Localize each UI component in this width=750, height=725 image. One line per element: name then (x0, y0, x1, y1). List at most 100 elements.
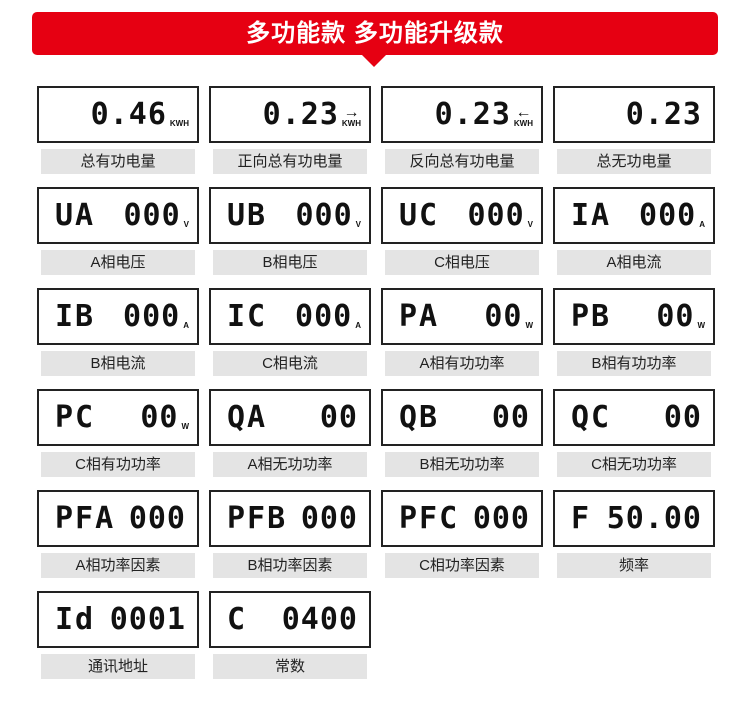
lcd-display: QA 00 (209, 389, 371, 446)
lcd-value: 000 (123, 198, 181, 233)
lcd-value: 0.23 (434, 97, 511, 132)
display-item: 0.23 ← KWH 反向总有功电量 (381, 86, 543, 174)
lcd-code: C (227, 602, 248, 637)
display-label: C相功率因素 (385, 553, 539, 578)
lcd-value: 000 (123, 299, 181, 334)
lcd-unit: V (183, 220, 189, 229)
display-label: B相功率因素 (213, 553, 367, 578)
lcd-code: IC (227, 299, 268, 334)
lcd-code: QA (227, 400, 268, 435)
lcd-code: PFB (227, 501, 288, 536)
display-item: PFB 000 B相功率因素 (209, 490, 371, 578)
lcd-display: F 50.00 (553, 490, 715, 547)
lcd-value: 000 (295, 299, 353, 334)
lcd-value: 000 (300, 501, 358, 536)
display-item: 0.46 KWH 总有功电量 (37, 86, 199, 174)
lcd-code: PFA (55, 501, 116, 536)
lcd-value: 0400 (281, 602, 358, 637)
lcd-code: PA (399, 299, 440, 334)
lcd-display: UC 000 V (381, 187, 543, 244)
lcd-unit: A (183, 321, 189, 330)
lcd-code: UB (227, 198, 268, 233)
display-label: C相电压 (385, 250, 539, 275)
lcd-display: PFB 000 (209, 490, 371, 547)
lcd-display: QC 00 (553, 389, 715, 446)
display-item: PC 00 W C相有功功率 (37, 389, 199, 477)
display-grid: 0.46 KWH 总有功电量 0.23 → KWH 正向总有功电量 0.23 ← K… (37, 86, 715, 679)
lcd-unit: KWH (169, 119, 189, 128)
lcd-value: 00 (491, 400, 530, 435)
lcd-display: UA 000 V (37, 187, 199, 244)
lcd-code: QC (571, 400, 612, 435)
lcd-display: 0.46 KWH (37, 86, 199, 143)
lcd-display: IC 000 A (209, 288, 371, 345)
display-item: IA 000 A A相电流 (553, 187, 715, 275)
display-item: UC 000 V C相电压 (381, 187, 543, 275)
lcd-unit: V (527, 220, 533, 229)
display-label: A相电压 (41, 250, 195, 275)
lcd-value: 00 (484, 299, 523, 334)
lcd-value: 00 (319, 400, 358, 435)
display-label: 总有功电量 (41, 149, 195, 174)
direction-arrow-icon: → (343, 104, 360, 121)
display-label: 常数 (213, 654, 367, 679)
lcd-code: Id (55, 602, 96, 637)
lcd-code: IB (55, 299, 96, 334)
display-label: 通讯地址 (41, 654, 195, 679)
lcd-display: IB 000 A (37, 288, 199, 345)
display-item: IC 000 A C相电流 (209, 288, 371, 376)
display-label: B相电流 (41, 351, 195, 376)
lcd-code: PC (55, 400, 96, 435)
display-item: F 50.00 频率 (553, 490, 715, 578)
lcd-display: 0.23 → KWH (209, 86, 371, 143)
display-item: PFC 000 C相功率因素 (381, 490, 543, 578)
lcd-code: UC (399, 198, 440, 233)
display-item: PA 00 W A相有功功率 (381, 288, 543, 376)
lcd-unit: KWH (513, 119, 533, 128)
display-item: UB 000 V B相电压 (209, 187, 371, 275)
display-item: Id 0001 通讯地址 (37, 591, 199, 679)
lcd-value: 000 (639, 198, 697, 233)
lcd-code: IA (571, 198, 612, 233)
lcd-code: F (571, 501, 592, 536)
display-label: A相功率因素 (41, 553, 195, 578)
lcd-unit: A (699, 220, 705, 229)
lcd-display: PC 00 W (37, 389, 199, 446)
lcd-display: IA 000 A (553, 187, 715, 244)
display-label: 总无功电量 (557, 149, 711, 174)
display-label: B相无功功率 (385, 452, 539, 477)
lcd-value: 000 (128, 501, 186, 536)
display-item: UA 000 V A相电压 (37, 187, 199, 275)
display-label: A相无功功率 (213, 452, 367, 477)
display-item: QA 00 A相无功功率 (209, 389, 371, 477)
lcd-value: 000 (472, 501, 530, 536)
lcd-display: C 0400 (209, 591, 371, 648)
lcd-code: UA (55, 198, 96, 233)
banner-title: 多功能款 多功能升级款 (32, 12, 718, 67)
lcd-display: PFA 000 (37, 490, 199, 547)
display-item: 0.23 总无功电量 (553, 86, 715, 174)
lcd-code: PFC (399, 501, 460, 536)
lcd-display: 0.23 ← KWH (381, 86, 543, 143)
lcd-value: 00 (140, 400, 179, 435)
display-item: C 0400 常数 (209, 591, 371, 679)
lcd-value: 000 (467, 198, 525, 233)
lcd-unit: V (355, 220, 361, 229)
lcd-unit: W (525, 321, 533, 330)
display-label: 正向总有功电量 (213, 149, 367, 174)
display-label: C相有功功率 (41, 452, 195, 477)
lcd-display: PA 00 W (381, 288, 543, 345)
lcd-value: 0.23 (625, 97, 702, 132)
display-label: C相电流 (213, 351, 367, 376)
display-label: 频率 (557, 553, 711, 578)
display-label: A相电流 (557, 250, 711, 275)
display-label: C相无功功率 (557, 452, 711, 477)
direction-arrow-icon: ← (515, 104, 532, 121)
lcd-code: QB (399, 400, 440, 435)
display-label: A相有功功率 (385, 351, 539, 376)
display-item: PB 00 W B相有功功率 (553, 288, 715, 376)
lcd-code: PB (571, 299, 612, 334)
lcd-display: QB 00 (381, 389, 543, 446)
lcd-unit: W (181, 422, 189, 431)
display-item: QC 00 C相无功功率 (553, 389, 715, 477)
